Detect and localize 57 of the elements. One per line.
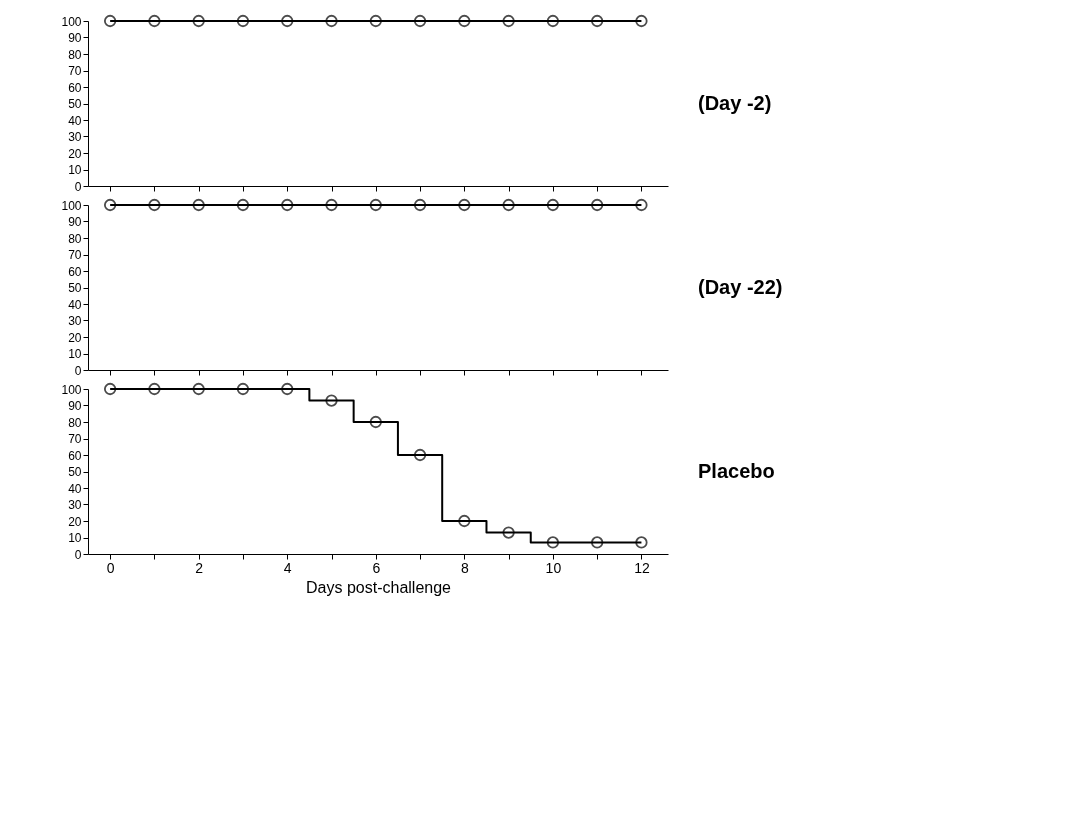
- y-tick-label: 60: [68, 80, 82, 95]
- point: [281, 382, 294, 396]
- text: (Day -22): [698, 275, 783, 298]
- y-tick-label: 70: [68, 64, 82, 78]
- y-tick-label: 90: [68, 399, 82, 413]
- y-tick-label: 100: [61, 198, 82, 213]
- x-tick-label: 10: [545, 559, 562, 576]
- y-tick-label: 100: [61, 382, 82, 397]
- y-tick-label: 40: [68, 297, 82, 312]
- y-tick-label: 40: [68, 481, 82, 496]
- y-tick-label: 80: [68, 47, 82, 62]
- point: [236, 382, 250, 396]
- y-tick-label: 70: [68, 432, 82, 446]
- x-tick-label: 4: [283, 559, 292, 576]
- y-tick-label: 90: [68, 215, 82, 229]
- y-tick-label: 80: [68, 415, 82, 430]
- point: [148, 382, 161, 396]
- point: [325, 394, 338, 407]
- x-tick-label: 2: [195, 559, 204, 576]
- y-tick-label: 50: [68, 281, 82, 295]
- x-axis-title: Days post-challenge: [306, 578, 452, 596]
- y-tick-label: 20: [68, 146, 82, 161]
- y-tick-label: 60: [68, 448, 82, 463]
- y-tick-label: 100: [61, 14, 82, 29]
- y-tick-label: 0: [74, 179, 82, 194]
- y-tick-label: 50: [68, 97, 82, 111]
- y-tick-label: 30: [68, 314, 82, 328]
- point: [502, 526, 515, 539]
- x-tick-label: 8: [460, 559, 469, 576]
- y-tick-label: 60: [68, 264, 82, 279]
- y-tick-label: 40: [68, 113, 82, 128]
- y-tick-label: 90: [68, 31, 82, 45]
- x-tick-label: 0: [106, 559, 115, 576]
- point: [369, 415, 382, 429]
- text: Placebo: [698, 459, 775, 482]
- y-tick-label: 30: [68, 498, 82, 512]
- y-tick-label: 20: [68, 514, 82, 529]
- y-tick-label: 30: [68, 130, 82, 144]
- y-tick-label: 50: [68, 465, 82, 479]
- y-tick-label: 70: [68, 248, 82, 262]
- y-tick-label: 10: [68, 163, 82, 177]
- y-tick-label: 0: [74, 363, 82, 378]
- x-tick-label: 6: [372, 559, 381, 576]
- point: [458, 514, 471, 528]
- point: [591, 536, 604, 549]
- y-tick-label: 10: [68, 531, 82, 545]
- y-tick-label: 80: [68, 231, 82, 246]
- text: (Day -2): [698, 91, 772, 114]
- point: [413, 448, 427, 462]
- x-tick-label: 12: [634, 559, 650, 576]
- y-tick-label: 10: [68, 347, 82, 361]
- point: [635, 536, 648, 549]
- y-tick-label: 0: [74, 547, 82, 562]
- y-tick-label: 20: [68, 330, 82, 345]
- point: [192, 382, 205, 396]
- point: [103, 382, 117, 396]
- point: [546, 536, 560, 549]
